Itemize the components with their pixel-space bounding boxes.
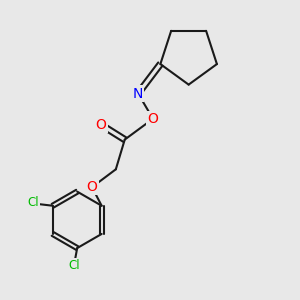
Text: O: O (95, 118, 106, 132)
Text: Cl: Cl (68, 260, 80, 272)
Text: N: N (133, 86, 143, 100)
Text: Cl: Cl (28, 196, 39, 209)
Text: O: O (87, 180, 98, 194)
Text: O: O (148, 112, 158, 126)
